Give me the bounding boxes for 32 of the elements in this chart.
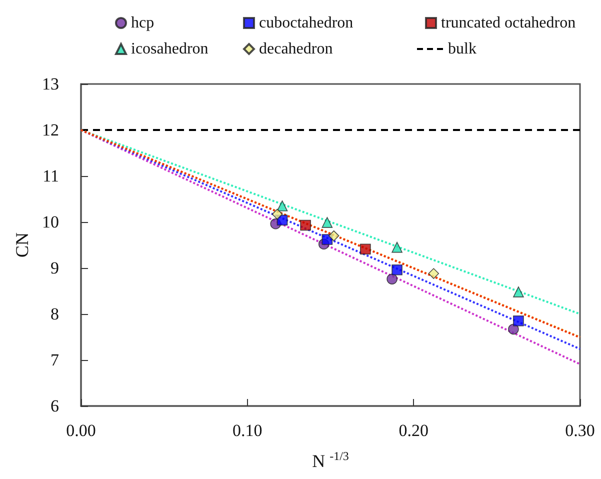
legend-label: hcp [131,14,154,32]
y-tick-label: 8 [50,304,59,324]
legend-label: cuboctahedron [259,14,354,32]
y-tick-label: 9 [50,258,59,278]
point [513,316,524,326]
y-tick-label: 7 [50,350,60,370]
point [428,268,440,279]
y-tick-label: 13 [42,74,59,94]
legend-label: bulk [448,40,476,58]
y-tick-label: 6 [50,396,59,416]
y-axis-title: CN [12,232,32,258]
legend-label: decahedron [259,40,333,58]
point [328,230,340,242]
point [276,200,288,212]
point [392,242,402,253]
point [392,264,402,276]
point [513,286,524,298]
x-tick-label: 0.00 [66,421,96,440]
y-tick-label: 12 [42,120,59,140]
y-tick-label: 11 [42,166,59,186]
point [360,244,371,255]
point [272,208,283,220]
y-tick-label: 10 [42,212,59,232]
legend-label: truncated octahedron [441,14,576,32]
point [386,274,398,284]
point [300,220,311,231]
x-tick-label: 0.30 [565,421,595,440]
point [322,217,333,228]
x-tick-label: 0.20 [398,421,429,440]
x-axis-title: N-1/3 [312,449,349,471]
x-tick-label: 0.10 [232,421,262,440]
legend-label: icosahedron [131,40,208,58]
